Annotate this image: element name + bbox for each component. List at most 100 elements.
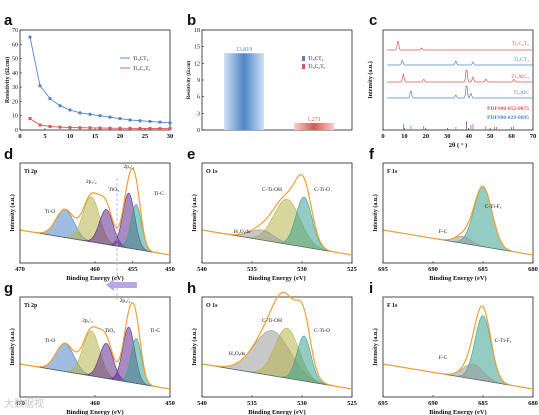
panel-c-trace-label: Ti₃C₂Tₓ — [512, 41, 530, 47]
panel-f-xlabel: Binding Energy (eV) — [429, 275, 486, 282]
panel-a-point — [98, 114, 102, 118]
panel-g-xtick-label: 470 — [15, 400, 25, 407]
panel-e-ylabel: Intensity (a.u.) — [191, 194, 198, 232]
panel-a-point — [58, 104, 62, 108]
panel-b-ytick-label: 3 — [197, 111, 200, 117]
panel-label-f: f — [369, 146, 374, 163]
panel-a-ytick-label: 10 — [12, 114, 18, 120]
panel-label-b: b — [187, 12, 197, 29]
panel-b-legend-swatch — [302, 64, 305, 69]
panel-f-annotation: C-Ti-Fₓ — [485, 204, 502, 210]
panel-c-xtick-label: 60 — [508, 133, 515, 140]
panel-label-d: d — [4, 146, 14, 163]
panel-f-xtick-label: 695 — [378, 266, 389, 273]
panel-a-xtick-label: 15 — [92, 133, 99, 140]
panel-c-xtick-label: 40 — [465, 133, 472, 140]
panel-h-annotation: C-Ti-O — [314, 328, 330, 334]
panel-d-xlabel: Binding Energy (eV) — [66, 275, 123, 282]
panel-a-ytick-label: 50 — [12, 57, 18, 63]
panel-label-e: e — [187, 146, 196, 163]
panel-c-trace-label: PDF#00-029-0095 — [487, 115, 529, 121]
panel-h-xlabel: Binding Energy (eV) — [248, 409, 305, 415]
panel-a-xtick-label: 10 — [67, 133, 74, 140]
panel-a-series-line — [29, 37, 171, 124]
panel-g-xtick-label: 460 — [90, 400, 100, 407]
panel-a-ytick-label: 0 — [15, 128, 18, 134]
panel-g-annotation: Ti-O — [45, 338, 56, 344]
panel-e-envelope — [202, 174, 353, 256]
panel-a-legend-label: Ti₃C₂Tₓ — [133, 66, 151, 72]
panel-a-point — [38, 84, 42, 88]
watermark: 大数据视 — [4, 399, 44, 410]
panel-e-frame — [201, 162, 353, 264]
panel-b-legend-swatch — [302, 56, 305, 61]
panel-a-ytick-label: 70 — [12, 28, 18, 34]
panel-a-point — [168, 121, 172, 125]
panel-e-xlabel: Binding Energy (eV) — [248, 275, 305, 282]
panel-h-xtick-label: 530 — [297, 400, 307, 407]
panel-c-xtick-label: 10 — [401, 133, 408, 140]
panel-label-i: i — [369, 280, 374, 297]
panel-b-bar — [294, 122, 334, 130]
panel-a-point — [88, 126, 92, 130]
panel-c-ylabel: Intensity (a.u.) — [367, 61, 374, 99]
panel-b-bar — [224, 53, 264, 130]
panel-d-title: Ti 2p — [24, 169, 38, 175]
panel-d-xtick-label: 460 — [90, 266, 100, 273]
panel-e-annotation: C-Ti-O — [314, 187, 330, 193]
panel-a-point — [68, 125, 72, 129]
panel-a-point — [148, 119, 152, 124]
panel-i-xtick-label: 680 — [528, 400, 538, 407]
panel-b-ytick-label: 18 — [194, 28, 200, 34]
panel-e-xtick-label: 525 — [347, 266, 358, 273]
panel-i-frame — [382, 296, 534, 398]
panel-i-annotation: C-Ti-Fₓ — [495, 338, 512, 344]
panel-a-point — [168, 127, 172, 131]
panel-label-a: a — [4, 12, 13, 29]
panel-a-ytick-label: 30 — [12, 85, 18, 91]
panel-f-ylabel: Intensity (a.u.) — [372, 194, 379, 232]
panel-d-annotation: 2p₁/₂ — [86, 179, 97, 185]
panel-b-legend-label: Ti₃CT₂ — [308, 56, 324, 62]
panel-a-point — [78, 111, 82, 115]
panel-c-trace-label: Ti₃CT₂ — [513, 57, 529, 63]
panel-g-xlabel: Binding Energy (eV) — [66, 409, 123, 415]
panel-c-xtick-label: 0 — [381, 133, 384, 140]
panel-label-g: g — [4, 280, 14, 297]
panel-d-ylabel: Intensity (a.u.) — [9, 194, 16, 232]
panel-c-xtick-label: 30 — [444, 133, 451, 140]
panel-a-point — [38, 123, 42, 127]
panel-h-xtick-label: 535 — [247, 400, 258, 407]
panel-b-ytick-label: 15 — [194, 45, 200, 51]
panel-h-baseline — [201, 363, 353, 390]
panel-e-annotation: H₂Oₐds — [234, 229, 250, 235]
panel-e-title: O 1s — [206, 169, 218, 175]
panel-e-xtick-label: 540 — [197, 266, 207, 273]
panel-a-point — [58, 125, 62, 129]
panel-i-xtick-label: 695 — [378, 400, 389, 407]
panel-b-ytick-label: 12 — [194, 61, 200, 67]
panel-g-annotation: 2p₁/₂ — [82, 318, 93, 324]
panel-c-trace-label: Ti₃AlC₂ — [511, 74, 529, 80]
panel-a-point — [78, 126, 82, 130]
shift-arrow-body — [112, 282, 137, 288]
panel-c-trace — [387, 60, 533, 66]
panel-a-point — [138, 126, 142, 130]
panel-a-ytick-label: 20 — [12, 99, 18, 105]
panel-a-ytick-label: 40 — [12, 71, 18, 77]
panel-i-envelope — [383, 305, 534, 390]
panel-b-value-label: 1.271 — [307, 117, 321, 123]
panel-i-ylabel: Intensity (a.u.) — [372, 328, 379, 366]
panel-c-trace — [387, 85, 533, 99]
panel-a-xtick-label: 20 — [117, 133, 124, 140]
panel-a-point — [118, 126, 122, 130]
panel-c-xtick-label: 70 — [530, 133, 537, 140]
panel-a-xtick-label: 5 — [43, 133, 47, 140]
panel-c-trace — [387, 41, 533, 51]
panel-i-xtick-label: 685 — [478, 400, 489, 407]
panel-e-component — [201, 198, 353, 256]
panel-d-annotation: Ti-C — [154, 191, 165, 197]
panel-a-ytick-label: 60 — [12, 42, 18, 48]
panel-a-point — [128, 118, 132, 122]
panel-f-annotation: F-C — [439, 229, 448, 235]
